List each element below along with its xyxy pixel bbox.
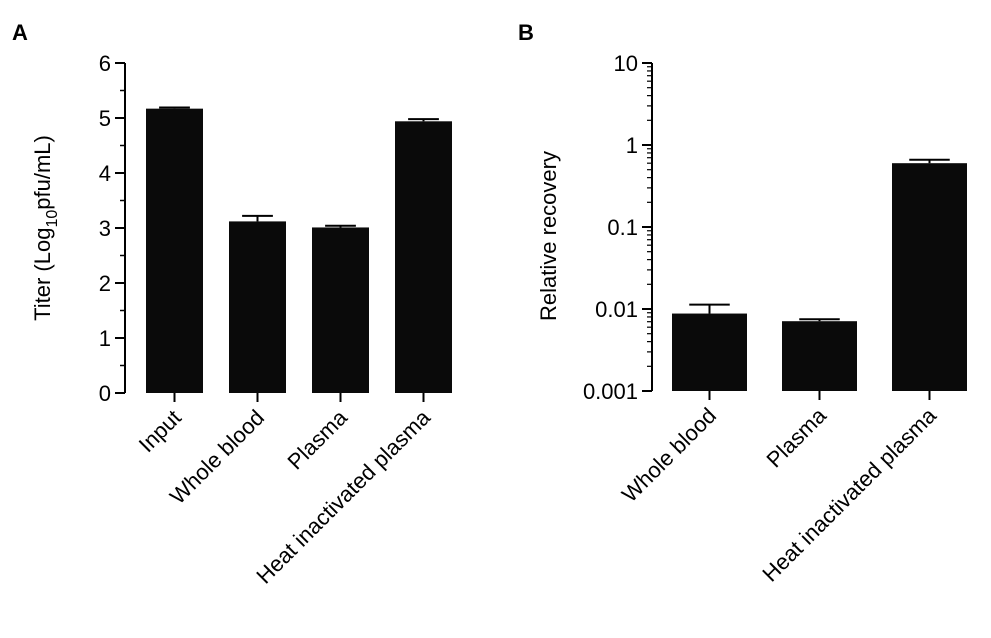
- x-category-label: Heat inactivated plasma: [251, 404, 435, 588]
- y-tick-label: 3: [99, 216, 111, 241]
- y-tick-label: 0.01: [595, 297, 638, 322]
- y-tick-label: 10: [614, 51, 638, 76]
- x-category-label: Input: [134, 405, 186, 457]
- bar: [312, 227, 369, 393]
- bar: [229, 221, 286, 393]
- bar: [782, 321, 857, 391]
- panel-a-letter: A: [12, 20, 28, 45]
- y-tick-label: 0.1: [607, 215, 638, 240]
- bar: [146, 108, 203, 394]
- y-tick-label: 5: [99, 106, 111, 131]
- y-tick-label: 0.001: [583, 379, 638, 404]
- x-category-label: Plasma: [761, 402, 831, 472]
- panel-b-y-axis-title: Relative recovery: [536, 151, 561, 321]
- panel-a-y-axis-title: Titer (Log10pfu/mL): [30, 135, 61, 321]
- bar: [395, 121, 452, 394]
- x-category-label: Whole blood: [617, 403, 721, 507]
- panel-a-y-axis-title-sub: 10: [44, 210, 61, 228]
- panel-b-chart: B Relative recovery 0.001 0.01 0.1 1 10 Whole…: [518, 20, 967, 587]
- y-tick-label: 1: [626, 133, 638, 158]
- bar: [892, 163, 967, 391]
- y-tick-label: 0: [99, 381, 111, 406]
- bar: [672, 313, 747, 391]
- y-tick-label: 6: [99, 51, 111, 76]
- panel-a-y-axis-title-pre: Titer (Log: [30, 228, 55, 321]
- y-tick-label: 1: [99, 326, 111, 351]
- panel-a-y-axis-title-post: pfu/mL): [30, 135, 55, 210]
- x-category-label: Plasma: [282, 404, 352, 474]
- y-tick-label: 2: [99, 271, 111, 296]
- panel-a-chart: A Titer (Log10pfu/mL) 0123456InputWhole …: [12, 20, 452, 589]
- panel-b-letter: B: [518, 20, 534, 45]
- y-tick-label: 4: [99, 161, 111, 186]
